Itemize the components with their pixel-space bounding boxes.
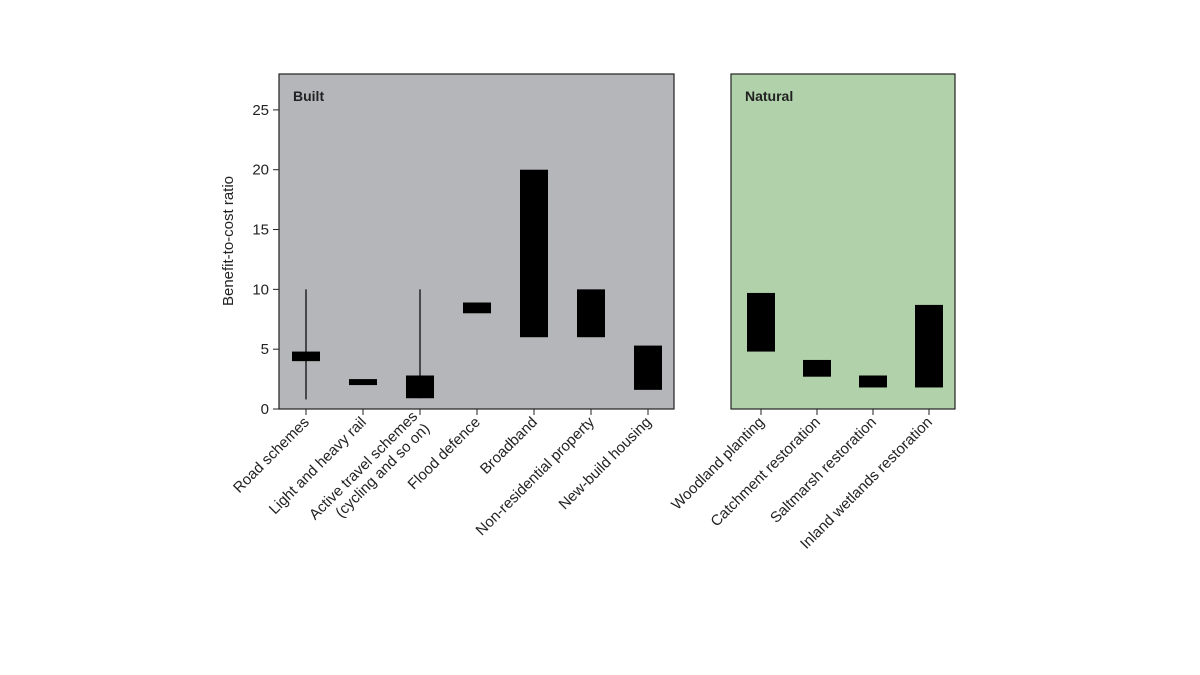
x-category-label: Saltmarsh restoration: [767, 414, 880, 527]
range-bar: [463, 302, 491, 314]
x-category-label-line: Woodland planting: [668, 414, 768, 514]
panel-title: Natural: [745, 88, 793, 104]
y-tick-label: 10: [252, 281, 269, 298]
y-tick-label: 5: [261, 341, 269, 358]
range-bar: [859, 375, 887, 388]
x-category-label: Woodland planting: [668, 414, 768, 514]
y-tick-label: 15: [252, 222, 269, 239]
range-bar: [915, 304, 943, 388]
x-category-label-line: Catchment restoration: [707, 414, 823, 530]
range-bar: [406, 375, 434, 399]
range-bar: [577, 289, 605, 338]
x-category-label-line: Saltmarsh restoration: [767, 414, 880, 527]
range-bar: [520, 169, 548, 338]
range-bar: [349, 379, 377, 386]
y-tick-label: 25: [252, 102, 269, 119]
y-tick-label: 0: [261, 401, 269, 418]
panel-background: [278, 73, 675, 410]
range-bar: [803, 359, 831, 377]
panel-title: Built: [293, 88, 324, 104]
y-axis-title: Benefit-to-cost ratio: [220, 176, 237, 306]
range-bar: [292, 351, 320, 362]
range-bar: [634, 345, 662, 390]
range-bar: [747, 292, 775, 352]
x-category-label: Catchment restoration: [707, 414, 823, 530]
y-tick-label: 20: [252, 162, 269, 179]
